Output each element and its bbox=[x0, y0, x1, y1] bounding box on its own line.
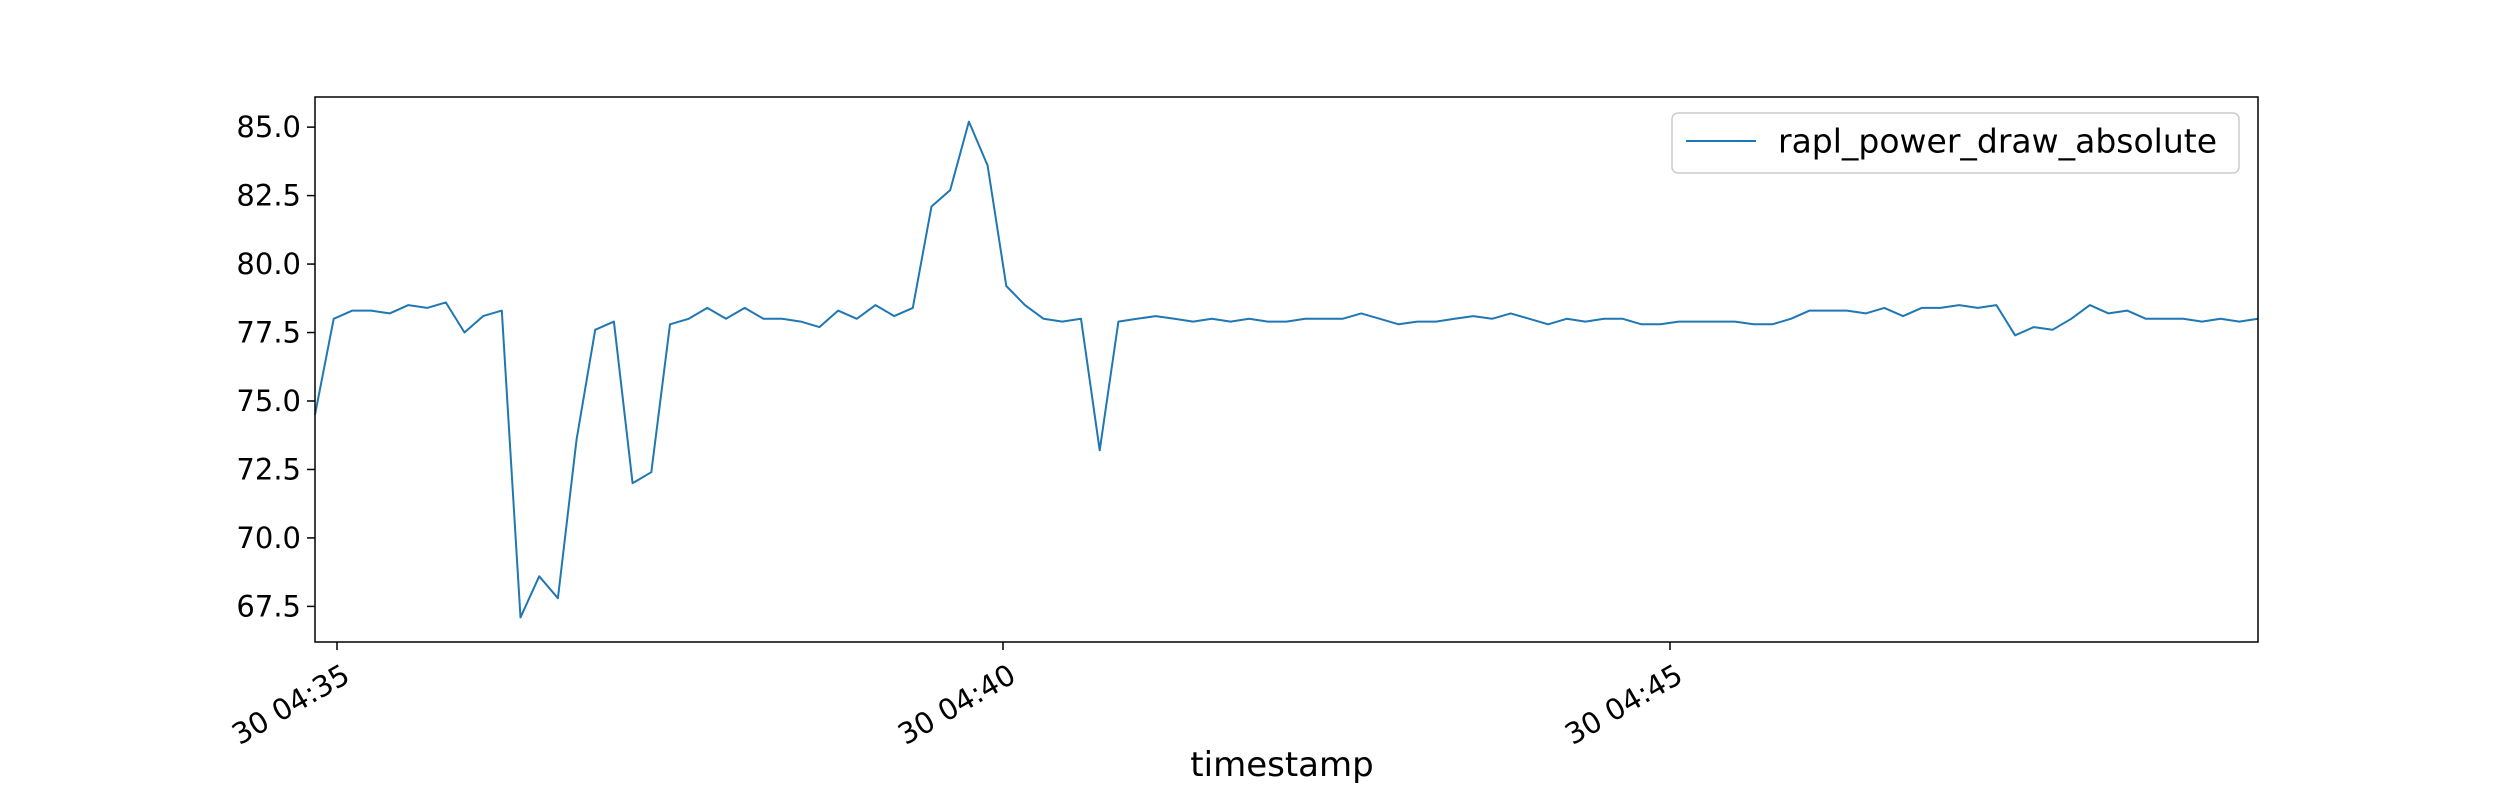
y-axis: 67.5 70.0 72.5 75.0 77.5 80.0 82.5 85.0 bbox=[236, 110, 315, 623]
y-tick-label: 75.0 bbox=[236, 384, 301, 418]
y-tick-label: 72.5 bbox=[236, 452, 301, 486]
plot-area bbox=[314, 120, 2259, 619]
y-tick-label: 82.5 bbox=[236, 179, 301, 213]
y-tick-label: 70.0 bbox=[236, 521, 301, 555]
y-tick-label: 67.5 bbox=[236, 589, 301, 623]
x-axis-label: timestamp bbox=[1190, 745, 1373, 785]
series-line-rapl-power-draw-absolute bbox=[314, 120, 2259, 619]
legend: rapl_power_draw_absolute bbox=[1671, 112, 2240, 174]
y-tick-label: 85.0 bbox=[236, 110, 301, 144]
legend-box bbox=[1671, 112, 2240, 174]
legend-label-rapl-power-draw-absolute: rapl_power_draw_absolute bbox=[1778, 122, 2217, 161]
plot-frame bbox=[314, 96, 2259, 643]
y-tick-label: 80.0 bbox=[236, 247, 301, 281]
y-tick-label: 77.5 bbox=[236, 316, 301, 350]
